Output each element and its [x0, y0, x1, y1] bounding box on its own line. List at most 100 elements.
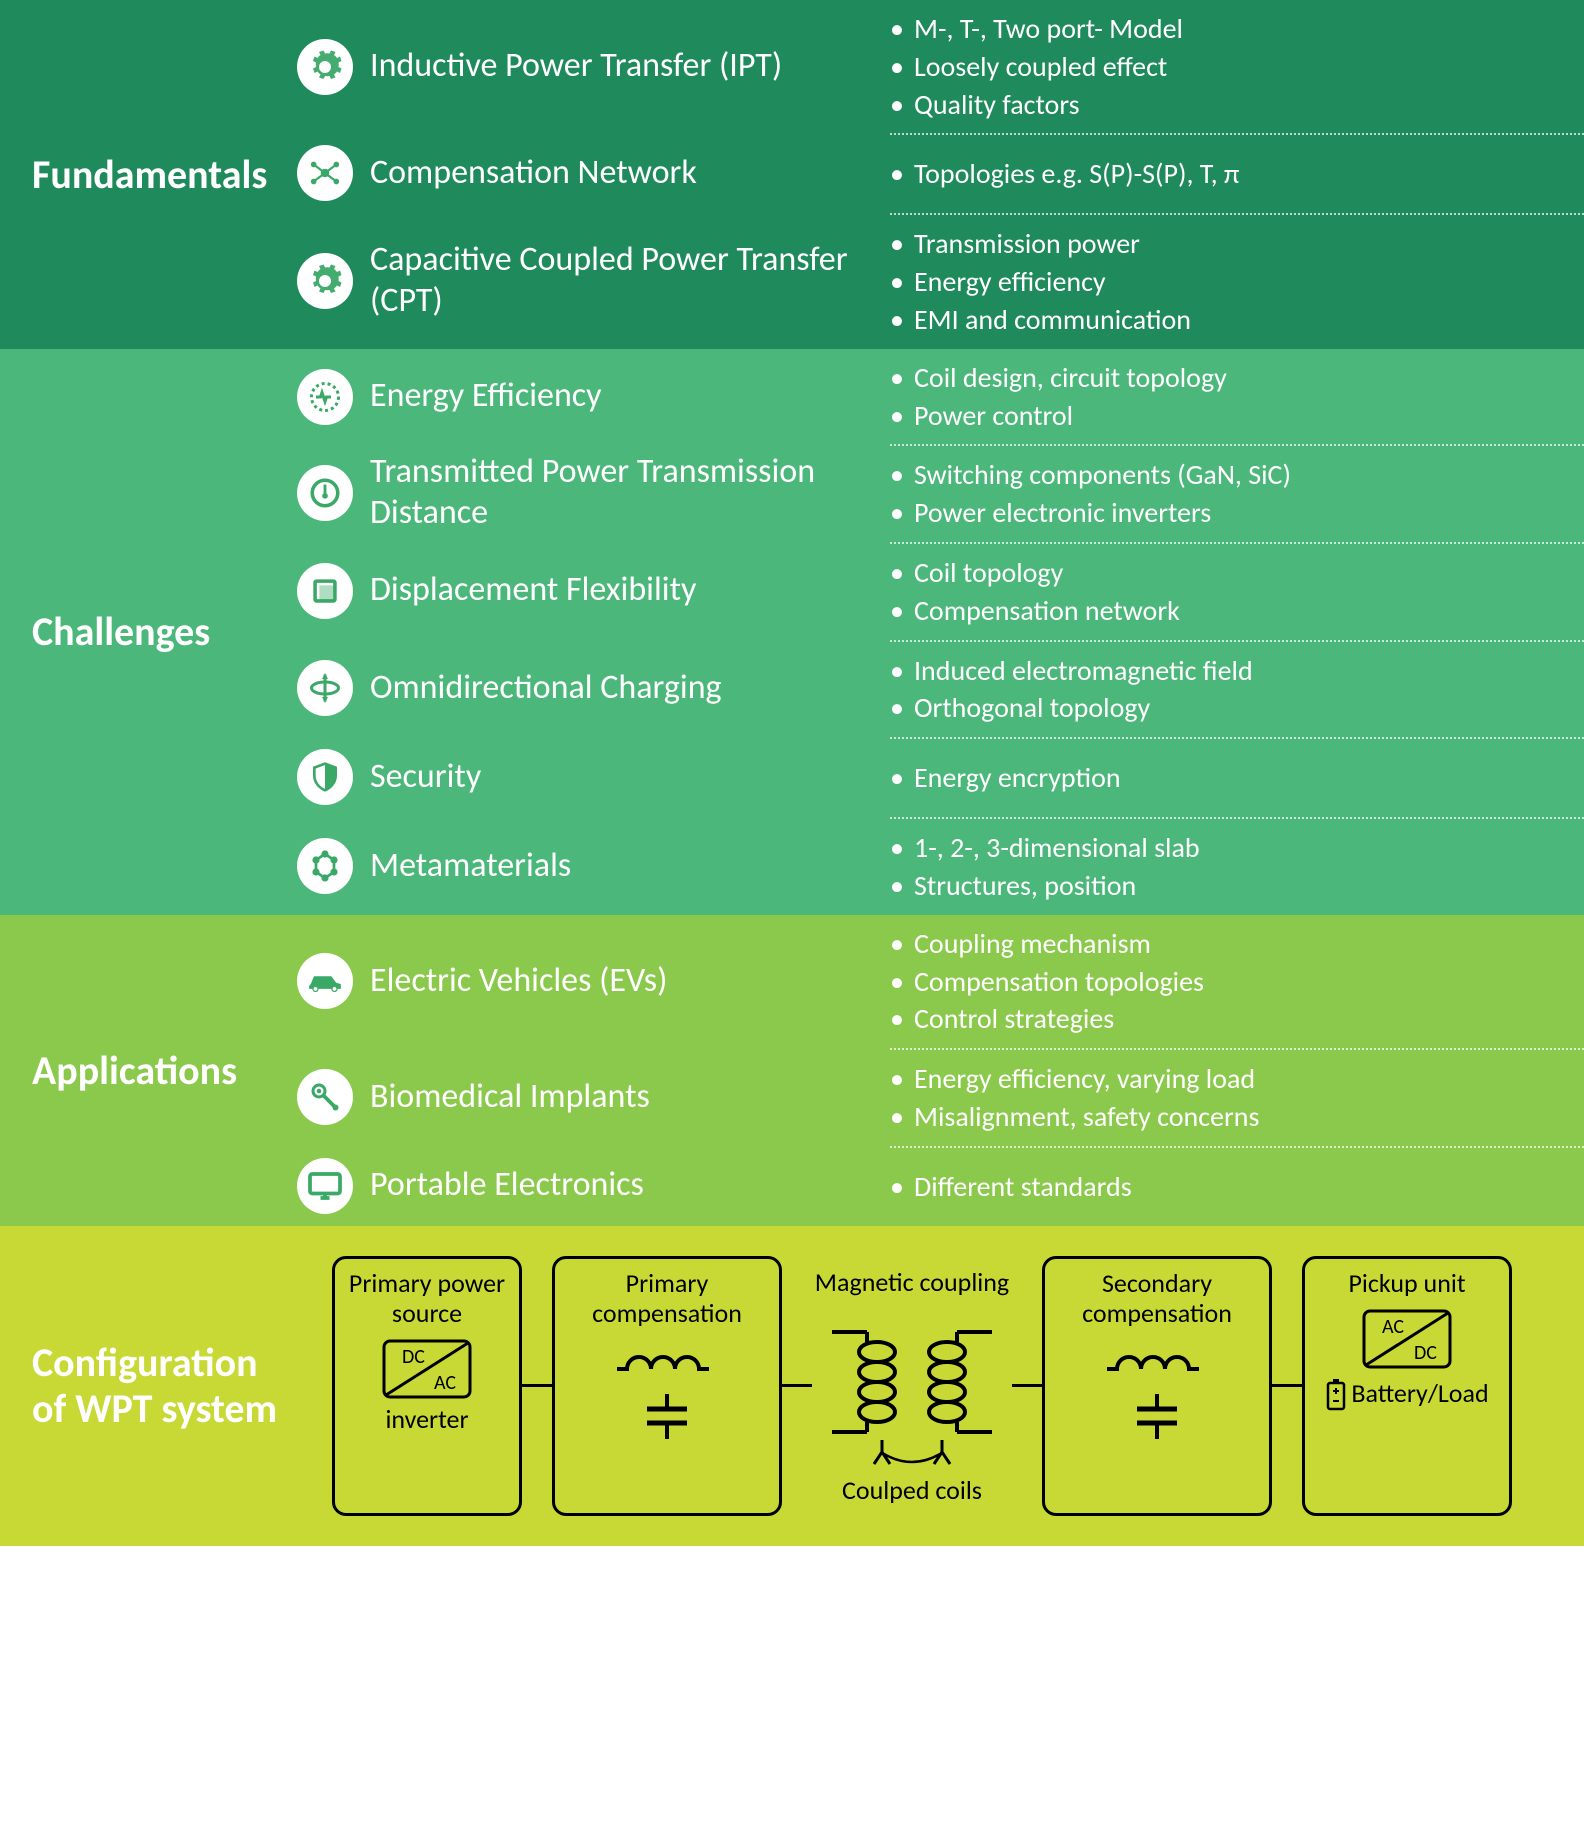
row-bullets: Energy encryption: [890, 737, 1584, 817]
connector-line: [1272, 1384, 1302, 1387]
blk-footer: inverter: [385, 1405, 468, 1435]
section-label-configuration: Configuration of WPT system: [0, 1226, 280, 1546]
section-body-applications: Electric Vehicles (EVs)Coupling mechanis…: [280, 915, 1584, 1226]
bullet-item: Control strategies: [890, 1000, 1564, 1038]
section-fundamentals: FundamentalsInductive Power Transfer (IP…: [0, 0, 1584, 349]
svg-text:DC: DC: [1414, 1341, 1437, 1365]
battery-icon: [1325, 1377, 1351, 1411]
bullet-item: Induced electromagnetic field: [890, 652, 1564, 690]
connector-line: [1012, 1384, 1042, 1387]
monitor-icon: [297, 1158, 353, 1214]
bullet-item: Coil design, circuit topology: [890, 359, 1564, 397]
coupling-top-label: Magnetic coupling: [815, 1266, 1009, 1298]
gear-icon: [297, 253, 353, 309]
svg-text:AC: AC: [434, 1371, 456, 1395]
content-row: Displacement FlexibilityCoil topologyCom…: [280, 542, 1584, 640]
section-challenges: ChallengesEnergy EfficiencyCoil design, …: [0, 349, 1584, 915]
bullet-item: Power electronic inverters: [890, 494, 1564, 532]
blk-title: Secondary compensation: [1053, 1269, 1261, 1329]
section-body-challenges: Energy EfficiencyCoil design, circuit to…: [280, 349, 1584, 915]
section-body-fundamentals: Inductive Power Transfer (IPT)M-, T-, Tw…: [280, 0, 1584, 349]
row-title: Portable Electronics: [370, 1146, 890, 1226]
bullet-item: Compensation network: [890, 592, 1564, 630]
row-bullets: Coil design, circuit topologyPower contr…: [890, 349, 1584, 445]
bullet-item: Power control: [890, 397, 1564, 435]
row-bullets: Transmission powerEnergy efficiencyEMI a…: [890, 213, 1584, 348]
row-bullets: Coil topologyCompensation network: [890, 542, 1584, 640]
content-row: Transmitted Power Transmission DistanceS…: [280, 444, 1584, 542]
block-primary-source: Primary power source DC AC inverter: [332, 1256, 522, 1516]
content-row: Energy EfficiencyCoil design, circuit to…: [280, 349, 1584, 445]
block-secondary-compensation: Secondary compensation: [1042, 1256, 1272, 1516]
content-row: Capacitive Coupled Power Transfer (CPT)T…: [280, 213, 1584, 348]
row-icon-wrap: [280, 915, 370, 1048]
row-title: Compensation Network: [370, 133, 890, 213]
row-icon-wrap: [280, 640, 370, 738]
row-bullets: Energy efficiency, varying loadMisalignm…: [890, 1048, 1584, 1146]
row-title: Transmitted Power Transmission Distance: [370, 444, 890, 542]
layers-icon: [297, 563, 353, 619]
section-label-applications: Applications: [0, 915, 280, 1226]
connector-line: [522, 1384, 552, 1387]
bullet-item: Structures, position: [890, 867, 1564, 905]
block-magnetic-coupling: Magnetic coupling Coulped coils: [812, 1266, 1012, 1506]
row-icon-wrap: [280, 133, 370, 213]
bullet-item: Transmission power: [890, 225, 1564, 263]
row-icon-wrap: [280, 737, 370, 817]
content-row: Electric Vehicles (EVs)Coupling mechanis…: [280, 915, 1584, 1048]
row-icon-wrap: [280, 444, 370, 542]
row-icon-wrap: [280, 817, 370, 915]
block-pickup-unit: Pickup unit AC DC Battery/Load: [1302, 1256, 1512, 1516]
bullet-item: EMI and communication: [890, 301, 1564, 339]
bullet-item: Energy efficiency: [890, 263, 1564, 301]
bullet-item: 1-, 2-, 3-dimensional slab: [890, 829, 1564, 867]
content-row: Inductive Power Transfer (IPT)M-, T-, Tw…: [280, 0, 1584, 133]
row-title: Energy Efficiency: [370, 349, 890, 445]
bullet-item: Energy encryption: [890, 759, 1564, 797]
row-bullets: Coupling mechanismCompensation topologie…: [890, 915, 1584, 1048]
content-row: Metamaterials1-, 2-, 3-dimensional slabS…: [280, 817, 1584, 915]
blk-footer: Battery/Load: [1325, 1377, 1488, 1411]
molecule-icon: [297, 838, 353, 894]
bullet-item: Compensation topologies: [890, 963, 1564, 1001]
row-icon-wrap: [280, 0, 370, 133]
bullet-item: Coil topology: [890, 554, 1564, 592]
section-label-fundamentals: Fundamentals: [0, 0, 280, 349]
row-title: Electric Vehicles (EVs): [370, 915, 890, 1048]
blk-title: Primary power source: [343, 1269, 511, 1329]
bullet-item: Energy efficiency, varying load: [890, 1060, 1564, 1098]
row-title: Inductive Power Transfer (IPT): [370, 0, 890, 133]
bullet-item: M-, T-, Two port- Model: [890, 10, 1564, 48]
row-bullets: Switching components (GaN, SiC)Power ele…: [890, 444, 1584, 542]
row-icon-wrap: [280, 542, 370, 640]
shield-icon: [297, 749, 353, 805]
row-title: Capacitive Coupled Power Transfer (CPT): [370, 213, 890, 348]
row-icon-wrap: [280, 1146, 370, 1226]
block-primary-compensation: Primary compensation: [552, 1256, 782, 1516]
row-title: Displacement Flexibility: [370, 542, 890, 640]
content-row: Biomedical ImplantsEnergy efficiency, va…: [280, 1048, 1584, 1146]
svg-text:AC: AC: [1382, 1315, 1404, 1339]
config-diagram: Primary power source DC AC inverterPrima…: [280, 1226, 1584, 1546]
row-icon-wrap: [280, 1048, 370, 1146]
bullet-item: Quality factors: [890, 86, 1564, 124]
row-title: Metamaterials: [370, 817, 890, 915]
bullet-item: Switching components (GaN, SiC): [890, 456, 1564, 494]
car-icon: [297, 953, 353, 1009]
row-title: Omnidirectional Charging: [370, 640, 890, 738]
bullet-item: Orthogonal topology: [890, 689, 1564, 727]
svg-text:DC: DC: [402, 1345, 425, 1369]
row-icon-wrap: [280, 349, 370, 445]
coupling-bottom-label: Coulped coils: [842, 1474, 982, 1506]
content-row: Compensation NetworkTopologies e.g. S(P)…: [280, 133, 1584, 213]
gear-icon: [297, 39, 353, 95]
content-row: Omnidirectional ChargingInduced electrom…: [280, 640, 1584, 738]
bullet-item: Misalignment, safety concerns: [890, 1098, 1564, 1136]
section-configuration: Configuration of WPT systemPrimary power…: [0, 1226, 1584, 1546]
section-applications: ApplicationsElectric Vehicles (EVs)Coupl…: [0, 915, 1584, 1226]
biomed-icon: [297, 1069, 353, 1125]
content-row: Portable ElectronicsDifferent standards: [280, 1146, 1584, 1226]
pulse-gear-icon: [297, 369, 353, 425]
blk-title: Primary compensation: [563, 1269, 771, 1329]
gauge-icon: [297, 465, 353, 521]
